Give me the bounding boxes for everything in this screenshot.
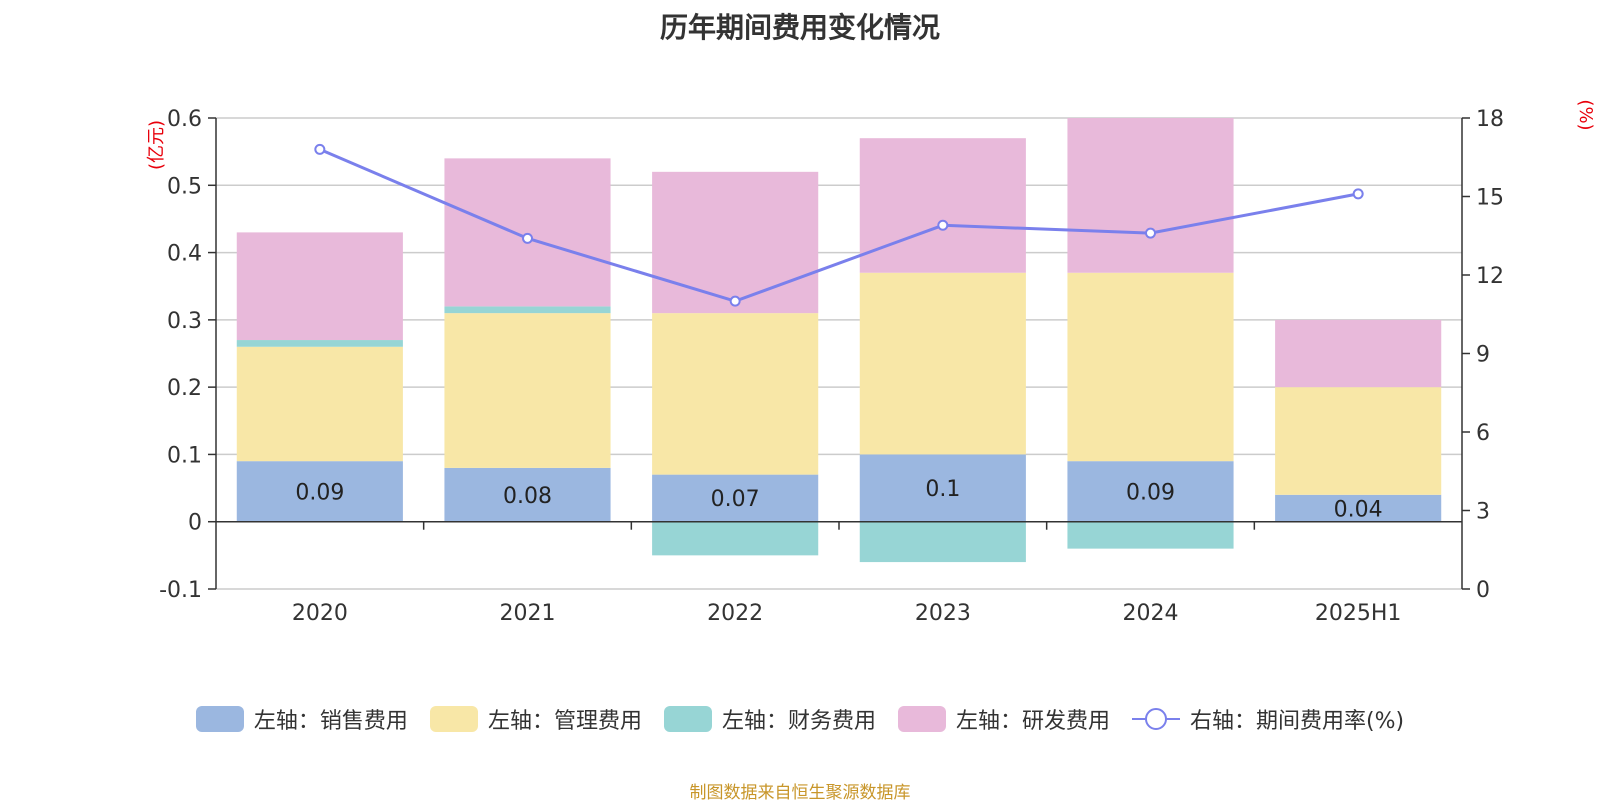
legend-item-admin[interactable]: 左轴：管理费用 (429, 703, 642, 735)
right-tick-label: 3 (1476, 500, 1490, 525)
legend-swatch-admin (429, 706, 478, 732)
rate-point[interactable] (522, 232, 533, 244)
left-tick-label: -0.1 (159, 578, 202, 603)
bar-segment[interactable] (652, 171, 819, 314)
legend-item-rate[interactable]: 右轴：期间费用率(%) (1131, 703, 1405, 735)
left-tick-label: 0 (188, 511, 202, 536)
bar-segment[interactable] (1275, 319, 1442, 388)
left-tick-label: 0.4 (167, 242, 202, 267)
rate-point[interactable] (314, 143, 326, 155)
bar-segment[interactable] (652, 474, 819, 522)
bar-segment[interactable] (859, 454, 1026, 522)
bar-segment[interactable] (236, 346, 403, 462)
right-axis-unit: (%) (1575, 99, 1596, 130)
legend-label-rate: 右轴：期间费用率(%) (1189, 709, 1405, 734)
bar-segment[interactable] (1067, 272, 1234, 462)
left-tick-label: 0.6 (167, 107, 202, 132)
rate-point[interactable] (729, 295, 741, 307)
x-tick-label: 2025H1 (1315, 601, 1402, 626)
rate-point[interactable] (1352, 188, 1364, 200)
source-note: 制图数据来自恒生聚源数据库 (689, 783, 911, 803)
x-tick-label: 2020 (292, 601, 348, 626)
axes: -0.1 0 0.1 0.2 0.3 0.4 0.5 0.6 0 3 6 9 12 15 18 2020 202… (159, 107, 1504, 626)
x-tick-label: 2024 (1123, 601, 1179, 626)
legend-label-admin: 左轴：管理费用 (487, 709, 642, 734)
bar-data-label: 0.09 (295, 480, 344, 505)
right-tick-label: 9 (1476, 343, 1490, 368)
right-tick-label: 12 (1476, 264, 1504, 289)
x-tick-label: 2023 (915, 601, 971, 626)
legend-item-finance[interactable]: 左轴：财务费用 (663, 703, 876, 735)
bar-segment[interactable] (652, 521, 819, 556)
x-tick-label: 2021 (500, 601, 556, 626)
data-labels: 0.09 0.08 0.07 0.1 0.09 0.04 (295, 477, 1382, 522)
bar-segment[interactable] (1275, 494, 1442, 522)
bar-segment[interactable] (1067, 521, 1234, 549)
bar-segment[interactable] (1275, 387, 1442, 495)
bar-segment[interactable] (236, 232, 403, 341)
bar-segment[interactable] (1067, 461, 1234, 522)
rate-point[interactable] (937, 219, 949, 231)
legend-label-rnd: 左轴：研发费用 (955, 709, 1110, 734)
bar-segment[interactable] (859, 272, 1026, 455)
legend-line-icon (1131, 708, 1180, 730)
chart-title: 历年期间费用变化情况 (659, 11, 940, 44)
rate-line (314, 143, 1364, 307)
bars (236, 118, 1442, 563)
bar-segment[interactable] (1067, 118, 1234, 273)
right-tick-label: 6 (1476, 421, 1490, 446)
bar-segment[interactable] (236, 340, 403, 347)
legend-item-rnd[interactable]: 左轴：研发费用 (897, 703, 1110, 735)
legend-label-finance: 左轴：财务费用 (721, 709, 876, 734)
x-tick-label: 2022 (707, 601, 763, 626)
bar-data-label: 0.07 (711, 487, 760, 512)
bar-segment[interactable] (236, 461, 403, 522)
bar-segment[interactable] (444, 306, 611, 314)
bar-data-label: 0.04 (1334, 497, 1383, 522)
bar-data-label: 0.09 (1126, 480, 1175, 505)
legend-swatch-finance (663, 706, 712, 732)
legend-swatch-rnd (897, 706, 946, 732)
bar-segment[interactable] (859, 138, 1026, 273)
legend-swatch-sales (195, 706, 244, 732)
left-tick-label: 0.5 (167, 174, 202, 199)
bar-segment[interactable] (652, 313, 819, 475)
bar-segment[interactable] (444, 158, 611, 307)
legend-item-sales[interactable]: 左轴：销售费用 (195, 703, 408, 735)
bar-segment[interactable] (444, 313, 611, 468)
legend-label-sales: 左轴：销售费用 (253, 709, 408, 734)
rate-point[interactable] (1145, 227, 1156, 239)
right-tick-label: 15 (1476, 186, 1504, 211)
legend: 左轴：销售费用 左轴：管理费用 左轴：财务费用 左轴：研发费用 右轴：期间费用率… (0, 703, 1600, 735)
bar-segment[interactable] (444, 467, 611, 522)
left-tick-label: 0.2 (167, 376, 202, 401)
bar-data-label: 0.08 (503, 484, 552, 509)
right-tick-label: 0 (1476, 578, 1490, 603)
bar-segment[interactable] (859, 521, 1026, 563)
bar-data-label: 0.1 (925, 477, 960, 502)
left-tick-label: 0.1 (167, 443, 202, 468)
rate-line-path (319, 148, 1359, 303)
right-tick-label: 18 (1476, 107, 1504, 132)
left-axis-unit: (亿元) (146, 120, 167, 170)
left-tick-label: 0.3 (167, 309, 202, 334)
